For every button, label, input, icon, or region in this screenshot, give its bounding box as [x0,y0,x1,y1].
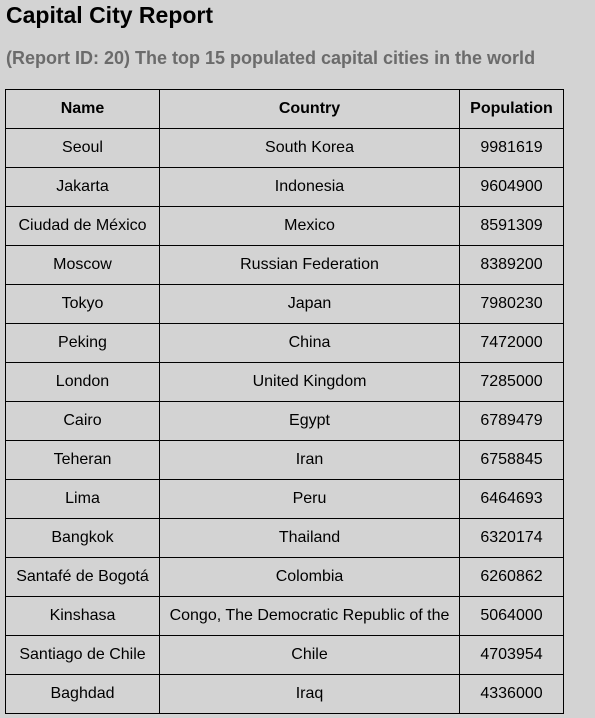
population-cell: 6758845 [459,440,564,480]
country-cell: South Korea [159,128,460,168]
population-cell: 6260862 [459,557,564,597]
city-name-cell: Bangkok [5,518,160,558]
table-row: Peking China 7472000 [5,323,564,363]
country-cell: United Kingdom [159,362,460,402]
table-header-row: Name Country Population [5,89,564,129]
city-name-cell: Cairo [5,401,160,441]
table-row: Tokyo Japan 7980230 [5,284,564,324]
city-name-cell: Tokyo [5,284,160,324]
column-header-country: Country [159,89,460,129]
country-cell: Chile [159,635,460,675]
population-cell: 4336000 [459,674,564,714]
population-cell: 6789479 [459,401,564,441]
city-name-cell: Lima [5,479,160,519]
country-cell: Egypt [159,401,460,441]
capital-city-table: Name Country Population Seoul South Kore… [5,89,564,714]
population-cell: 9604900 [459,167,564,207]
population-cell: 7980230 [459,284,564,324]
population-cell: 9981619 [459,128,564,168]
country-cell: Peru [159,479,460,519]
population-cell: 8591309 [459,206,564,246]
country-cell: China [159,323,460,363]
country-cell: Thailand [159,518,460,558]
city-name-cell: Moscow [5,245,160,285]
population-cell: 6320174 [459,518,564,558]
population-cell: 4703954 [459,635,564,675]
table-row: Baghdad Iraq 4336000 [5,674,564,714]
table-row: London United Kingdom 7285000 [5,362,564,402]
column-header-population: Population [459,89,564,129]
country-cell: Iran [159,440,460,480]
table-row: Lima Peru 6464693 [5,479,564,519]
population-cell: 7285000 [459,362,564,402]
table-row: Santiago de Chile Chile 4703954 [5,635,564,675]
population-cell: 7472000 [459,323,564,363]
city-name-cell: Jakarta [5,167,160,207]
city-name-cell: Santafé de Bogotá [5,557,160,597]
population-cell: 5064000 [459,596,564,636]
city-name-cell: Kinshasa [5,596,160,636]
city-name-cell: Ciudad de México [5,206,160,246]
table-row: Santafé de Bogotá Colombia 6260862 [5,557,564,597]
country-cell: Colombia [159,557,460,597]
country-cell: Mexico [159,206,460,246]
table-row: Moscow Russian Federation 8389200 [5,245,564,285]
column-header-name: Name [5,89,160,129]
country-cell: Indonesia [159,167,460,207]
table-row: Jakarta Indonesia 9604900 [5,167,564,207]
country-cell: Russian Federation [159,245,460,285]
city-name-cell: Santiago de Chile [5,635,160,675]
table-row: Ciudad de México Mexico 8591309 [5,206,564,246]
city-name-cell: Teheran [5,440,160,480]
table-row: Bangkok Thailand 6320174 [5,518,564,558]
population-cell: 6464693 [459,479,564,519]
country-cell: Iraq [159,674,460,714]
population-cell: 8389200 [459,245,564,285]
city-name-cell: Peking [5,323,160,363]
table-row: Teheran Iran 6758845 [5,440,564,480]
table-row: Seoul South Korea 9981619 [5,128,564,168]
table-row: Cairo Egypt 6789479 [5,401,564,441]
city-name-cell: Baghdad [5,674,160,714]
table-row: Kinshasa Congo, The Democratic Republic … [5,596,564,636]
city-name-cell: London [5,362,160,402]
page-title: Capital City Report [6,2,214,28]
country-cell: Japan [159,284,460,324]
country-cell: Congo, The Democratic Republic of the [159,596,460,636]
city-name-cell: Seoul [5,128,160,168]
report-subtitle: (Report ID: 20) The top 15 populated cap… [6,48,536,68]
